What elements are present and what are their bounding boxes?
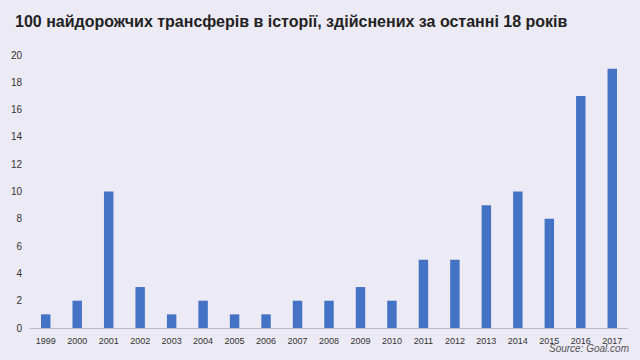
- svg-text:100 найдорожчих трансферів в і: 100 найдорожчих трансферів в історії, зд…: [15, 13, 568, 30]
- svg-text:2005: 2005: [225, 336, 245, 346]
- svg-text:2000: 2000: [67, 336, 87, 346]
- svg-text:Source: Goal.com: Source: Goal.com: [549, 343, 629, 354]
- svg-text:2008: 2008: [319, 336, 339, 346]
- svg-text:0: 0: [16, 323, 22, 334]
- svg-text:6: 6: [16, 241, 22, 252]
- svg-text:12: 12: [11, 159, 23, 170]
- svg-text:2009: 2009: [350, 336, 370, 346]
- svg-text:2002: 2002: [130, 336, 150, 346]
- svg-text:2017: 2017: [602, 335, 623, 346]
- svg-text:20: 20: [11, 50, 23, 61]
- svg-text:2013: 2013: [476, 336, 496, 346]
- svg-text:2011: 2011: [414, 336, 433, 346]
- svg-text:2003: 2003: [162, 336, 182, 346]
- svg-text:16: 16: [11, 104, 23, 115]
- svg-text:2004: 2004: [193, 336, 213, 346]
- svg-text:2014: 2014: [508, 336, 528, 346]
- svg-text:2: 2: [16, 295, 22, 306]
- svg-text:2010: 2010: [382, 336, 402, 346]
- svg-text:2015: 2015: [539, 335, 560, 346]
- svg-text:18: 18: [11, 77, 23, 88]
- svg-text:4: 4: [16, 268, 22, 279]
- svg-text:2012: 2012: [445, 336, 465, 346]
- svg-text:8: 8: [16, 213, 22, 224]
- svg-text:2001: 2001: [99, 336, 119, 346]
- svg-text:1999: 1999: [36, 336, 56, 346]
- svg-text:2006: 2006: [256, 336, 276, 346]
- svg-text:10: 10: [11, 186, 23, 197]
- svg-text:2007: 2007: [288, 336, 308, 346]
- svg-text:14: 14: [11, 131, 23, 142]
- svg-text:2016: 2016: [570, 335, 591, 346]
